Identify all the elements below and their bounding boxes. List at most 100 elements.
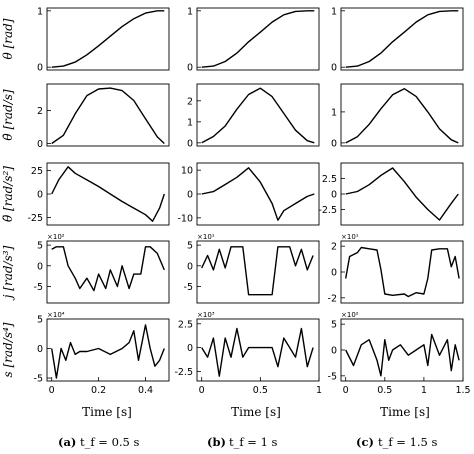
y-exponent-label: ×10² — [47, 233, 65, 241]
y-tick-label: 5 — [37, 315, 43, 326]
panel-a-theta: 0 1 θ [rad] — [1, 6, 170, 74]
panel-frame — [46, 7, 170, 71]
x-tick-label: 1 — [421, 385, 427, 396]
panel-frame — [340, 83, 464, 147]
y-tick-label: 0 — [187, 261, 193, 272]
panel-frame — [46, 318, 170, 382]
y-tick-label: 2 — [37, 106, 43, 117]
y-axis-label: θ̇ [rad/s] — [1, 89, 15, 140]
series-line-c-jerk — [345, 246, 460, 298]
y-exponent-label: ×10⁴ — [47, 311, 65, 319]
panel-a-snap: -5 0 5 0 0.2 0.4 ×10⁴ s [rad/s⁴] — [1, 311, 170, 396]
series-line-c-velocity — [345, 87, 459, 144]
x-tick-label: 0.5 — [377, 385, 392, 396]
series-line-c-theta — [345, 10, 459, 68]
series-line-a-velocity — [51, 87, 165, 145]
y-tick-label: 0 — [331, 138, 337, 149]
y-tick-label: -2.5 — [174, 367, 193, 378]
panel-c-snap: -5 0 5 0 0.5 1 1.5 ×10² — [328, 311, 471, 396]
caption-b-tag: (b) — [207, 435, 226, 449]
x-axis-label-a: Time [s] — [82, 405, 132, 419]
y-tick-label: 0 — [37, 139, 43, 150]
x-axis-label-b: Time [s] — [231, 405, 281, 419]
y-tick-label: 1 — [331, 107, 337, 118]
y-exponent-label: ×10² — [341, 311, 359, 319]
y-axis-label: j [rad/s³] — [1, 245, 15, 301]
caption-c-text: t_f = 1.5 s — [378, 435, 438, 449]
x-tick-label: 0 — [49, 385, 55, 396]
caption-c-tag: (c) — [356, 435, 374, 449]
y-tick-label: -5 — [34, 282, 43, 293]
y-exponent-label: ×10¹ — [341, 233, 359, 241]
series-line-c-snap — [345, 333, 460, 377]
panel-frame — [340, 162, 464, 226]
series-line-b-velocity — [201, 87, 315, 144]
y-tick-label: 1 — [331, 6, 337, 17]
panel-b-theta: 01 — [187, 6, 320, 74]
x-tick-label: 1.5 — [455, 385, 470, 396]
panel-c-theta: 01 — [331, 6, 464, 74]
y-tick-label: 0 — [331, 190, 337, 201]
caption-c: (c) t_f = 1.5 s — [356, 435, 438, 449]
x-tick-label: 0 — [343, 385, 349, 396]
y-tick-label: 0 — [331, 268, 337, 279]
caption-a-text: t_f = 0.5 s — [80, 435, 140, 449]
panel-c-acceleration: -2.5 0 2.5 — [318, 162, 464, 226]
panel-frame — [196, 318, 320, 382]
series-line-c-acceleration — [345, 167, 459, 221]
y-tick-label: 5 — [331, 320, 337, 331]
x-axis-label-c: Time [s] — [380, 405, 430, 419]
y-tick-label: 2 — [331, 242, 337, 253]
caption-b-text: t_f = 1 s — [229, 435, 278, 449]
y-tick-label: 1 — [187, 117, 193, 128]
panel-frame — [340, 7, 464, 71]
panel-a-velocity: 0 2 θ̇ [rad/s] — [1, 83, 170, 150]
panel-frame — [196, 7, 320, 71]
caption-a-tag: (a) — [58, 435, 76, 449]
panel-c-jerk: -2 0 2 ×10¹ — [328, 233, 464, 304]
panel-b-snap: -2.5 0 2.5 0 0.5 1 ×10³ — [174, 311, 322, 396]
panel-b-acceleration: -10 0 10 — [177, 162, 320, 226]
panel-a-acceleration: -25 0 25 θ̈ [rad/s²] — [1, 162, 170, 226]
y-tick-label: 0 — [187, 63, 193, 74]
x-tick-label: 0.5 — [253, 385, 268, 396]
y-tick-label: 0 — [37, 261, 43, 272]
y-tick-label: 0 — [331, 63, 337, 74]
y-tick-label: -25 — [27, 213, 43, 224]
y-tick-label: -5 — [328, 371, 337, 382]
caption-b: (b) t_f = 1 s — [207, 435, 278, 449]
x-tick-label: 0.2 — [91, 385, 106, 396]
y-tick-label: 5 — [187, 241, 193, 252]
caption-a: (a) t_f = 0.5 s — [58, 435, 140, 449]
y-tick-label: 1 — [37, 6, 43, 17]
y-tick-label: -10 — [177, 213, 193, 224]
y-axis-label: s [rad/s⁴] — [1, 322, 15, 377]
panel-frame — [196, 162, 320, 226]
x-tick-label: 1 — [316, 385, 322, 396]
y-tick-label: -2 — [328, 293, 337, 304]
panel-frame — [196, 240, 320, 304]
series-line-a-acceleration — [51, 166, 165, 222]
series-line-a-theta — [51, 10, 165, 68]
y-tick-label: 2 — [187, 96, 193, 107]
y-tick-label: 0 — [37, 190, 43, 201]
y-tick-label: 10 — [181, 166, 193, 177]
series-line-b-theta — [201, 10, 315, 68]
y-tick-label: -5 — [34, 374, 43, 385]
y-tick-label: 2.5 — [322, 174, 337, 185]
x-tick-label: 0 — [199, 385, 205, 396]
y-tick-label: -5 — [184, 282, 193, 293]
series-line-b-acceleration — [201, 167, 315, 221]
x-tick-label: 0.4 — [138, 385, 153, 396]
panel-b-jerk: -5 0 5 ×10¹ — [184, 233, 320, 304]
y-tick-label: 5 — [37, 241, 43, 252]
panel-frame — [46, 83, 170, 147]
y-tick-label: 0 — [187, 190, 193, 201]
y-axis-label: θ [rad] — [1, 18, 15, 59]
y-tick-label: 0 — [187, 343, 193, 354]
panel-frame — [196, 83, 320, 147]
series-line-b-jerk — [201, 246, 314, 296]
y-tick-label: 0 — [37, 63, 43, 74]
